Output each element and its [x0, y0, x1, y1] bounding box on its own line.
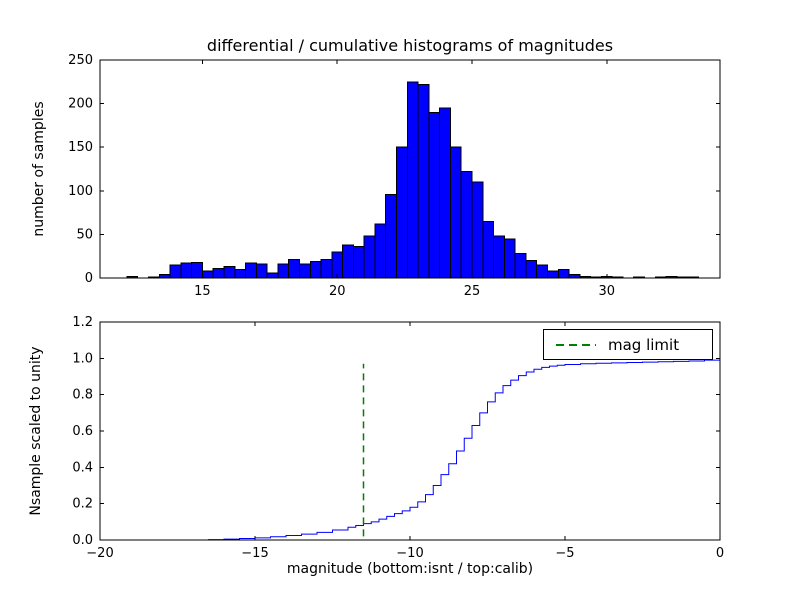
histogram-bar: [169, 264, 182, 279]
top-ylabel: number of samples: [31, 101, 47, 237]
x-tick-label: −20: [86, 546, 113, 561]
histogram-bar: [449, 146, 462, 279]
legend-dashed-line-icon: [556, 343, 596, 346]
histogram-bar: [460, 171, 473, 279]
y-tick-label: 150: [68, 140, 93, 155]
histogram-bar: [471, 181, 484, 279]
bottom-xlabel: magnitude (bottom:isnt / top:calib): [286, 561, 534, 577]
y-tick-label: 1.0: [72, 351, 93, 366]
x-tick-label: −10: [396, 546, 423, 561]
x-tick-label: −15: [241, 546, 268, 561]
legend: mag limit: [543, 329, 713, 360]
histogram-bar: [277, 263, 290, 279]
histogram-bar: [503, 238, 516, 279]
histogram-bar: [406, 81, 419, 279]
histogram-bar: [546, 270, 559, 279]
histogram-bar: [234, 268, 247, 279]
histogram-bar: [342, 244, 354, 279]
y-tick-label: 0.8: [72, 388, 93, 403]
histogram-bar: [482, 220, 495, 279]
y-tick-label: 250: [68, 53, 93, 68]
histogram-bar: [320, 259, 333, 279]
y-tick-label: 0.4: [72, 460, 93, 475]
histogram-bar: [417, 83, 430, 279]
x-tick-label: 30: [599, 284, 616, 299]
y-tick-label: 200: [68, 97, 93, 112]
histogram-bar: [255, 263, 268, 279]
histogram-bar: [201, 270, 214, 279]
y-tick-label: 100: [68, 184, 93, 199]
chart-title: differential / cumulative histograms of …: [206, 36, 614, 55]
y-tick-label: 0.0: [72, 533, 93, 548]
histogram-bar: [568, 274, 581, 279]
x-tick-label: 20: [329, 284, 346, 299]
histogram-bar: [493, 235, 505, 279]
y-tick-label: 0.2: [72, 497, 93, 512]
histogram-bar: [385, 193, 398, 279]
histogram-bar: [352, 246, 365, 279]
x-tick-label: 15: [194, 284, 211, 299]
legend-label: mag limit: [608, 335, 680, 354]
histogram-bar: [245, 262, 257, 279]
histogram-bar: [536, 264, 548, 279]
y-tick-label: 0: [85, 271, 93, 286]
x-tick-label: 0: [716, 546, 724, 561]
histogram-bar: [428, 111, 441, 279]
histogram-bar: [223, 266, 236, 279]
y-tick-label: 50: [76, 227, 93, 242]
histogram-bar: [514, 253, 527, 279]
histogram-bar: [525, 260, 538, 279]
histogram-bar: [266, 272, 279, 279]
histogram-bar: [158, 274, 171, 279]
y-tick-label: 0.6: [72, 424, 93, 439]
histogram-bar: [363, 235, 376, 279]
histogram-bar: [396, 146, 408, 279]
histogram-bar: [288, 259, 300, 279]
x-tick-label: 25: [464, 284, 481, 299]
axes-spines: [99, 59, 721, 279]
y-tick-label: 1.2: [72, 315, 93, 330]
histogram-bar: [298, 263, 311, 279]
histogram-bar: [374, 223, 387, 279]
histogram-bar: [557, 268, 570, 279]
x-tick-label: −5: [555, 546, 574, 561]
histogram-bar: [309, 260, 322, 279]
cumulative-step-line: [100, 358, 721, 541]
histogram-bar: [180, 262, 193, 279]
histogram-bar: [439, 107, 451, 279]
bottom-ylabel: Nsample scaled to unity: [28, 346, 44, 516]
histogram-bar: [212, 267, 225, 279]
histogram-bar: [191, 261, 203, 279]
